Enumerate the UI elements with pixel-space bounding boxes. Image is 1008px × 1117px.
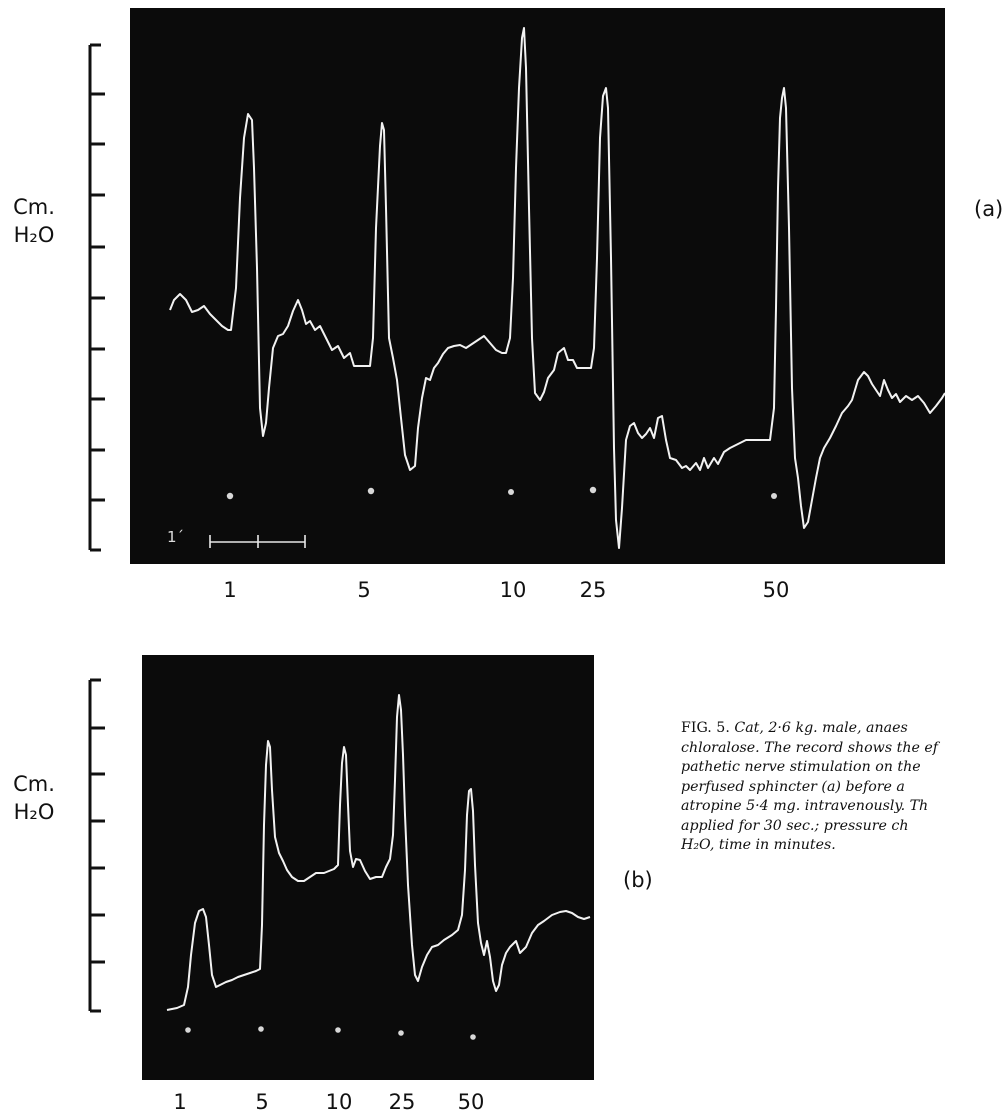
pressure-scale-a: [88, 43, 105, 552]
pressure-trace-a: [169, 27, 946, 549]
frequency-label-b-50: 50: [457, 1090, 485, 1114]
y-axis-label-a-line2: H₂O: [13, 223, 55, 247]
caption-line-5: atropine 5·4 mg. intravenously. Th: [681, 798, 929, 814]
stimulus-markers-a: [226, 486, 777, 500]
caption-figure-number: FIG. 5.: [681, 720, 730, 736]
frequency-label-a-5: 5: [357, 578, 371, 602]
frequency-label-b-5: 5: [255, 1090, 269, 1114]
caption-line-1: FIG. 5. Cat, 2·6 kg. male, anaes: [681, 719, 1008, 739]
frequency-label-b-25: 25: [388, 1090, 416, 1114]
y-axis-label-b: Cm. H₂O: [4, 770, 64, 826]
panel-tag-b: (b): [623, 868, 653, 892]
y-axis-label-b-line1: Cm.: [13, 772, 55, 796]
time-bar-a: [209, 535, 306, 548]
stimulus-markers-b: [185, 1026, 476, 1040]
caption-line-2: chloralose. The record shows the ef: [681, 739, 939, 756]
frequency-label-a-1: 1: [223, 578, 237, 602]
frequency-label-a-10: 10: [499, 578, 527, 602]
caption-line-3: pathetic nerve stimulation on the: [681, 759, 921, 775]
y-axis-label-a: Cm. H₂O: [4, 193, 64, 249]
time-bar-label-a: 1´: [167, 528, 185, 546]
kymograph-record-b: [142, 655, 594, 1080]
pressure-trace-b: [166, 694, 591, 1040]
y-axis-label-b-line2: H₂O: [13, 800, 55, 824]
caption-line-4: perfused sphincter (a) before a: [681, 778, 905, 795]
frequency-label-a-25: 25: [579, 578, 607, 602]
figure-caption: FIG. 5. Cat, 2·6 kg. male, anaes chloral…: [681, 719, 1008, 856]
frequency-label-b-1: 1: [173, 1090, 187, 1114]
caption-line-7: H₂O, time in minutes.: [681, 837, 836, 853]
frequency-label-a-50: 50: [762, 578, 790, 602]
y-axis-label-a-line1: Cm.: [13, 195, 55, 219]
kymograph-record-a: 1´: [130, 8, 946, 564]
caption-line-1-text: Cat, 2·6 kg. male, anaes: [734, 720, 908, 736]
panel-tag-a: (a): [974, 197, 1004, 221]
frequency-label-b-10: 10: [325, 1090, 353, 1114]
caption-line-6: applied for 30 sec.; pressure ch: [681, 817, 909, 834]
pressure-scale-b: [88, 678, 105, 1013]
